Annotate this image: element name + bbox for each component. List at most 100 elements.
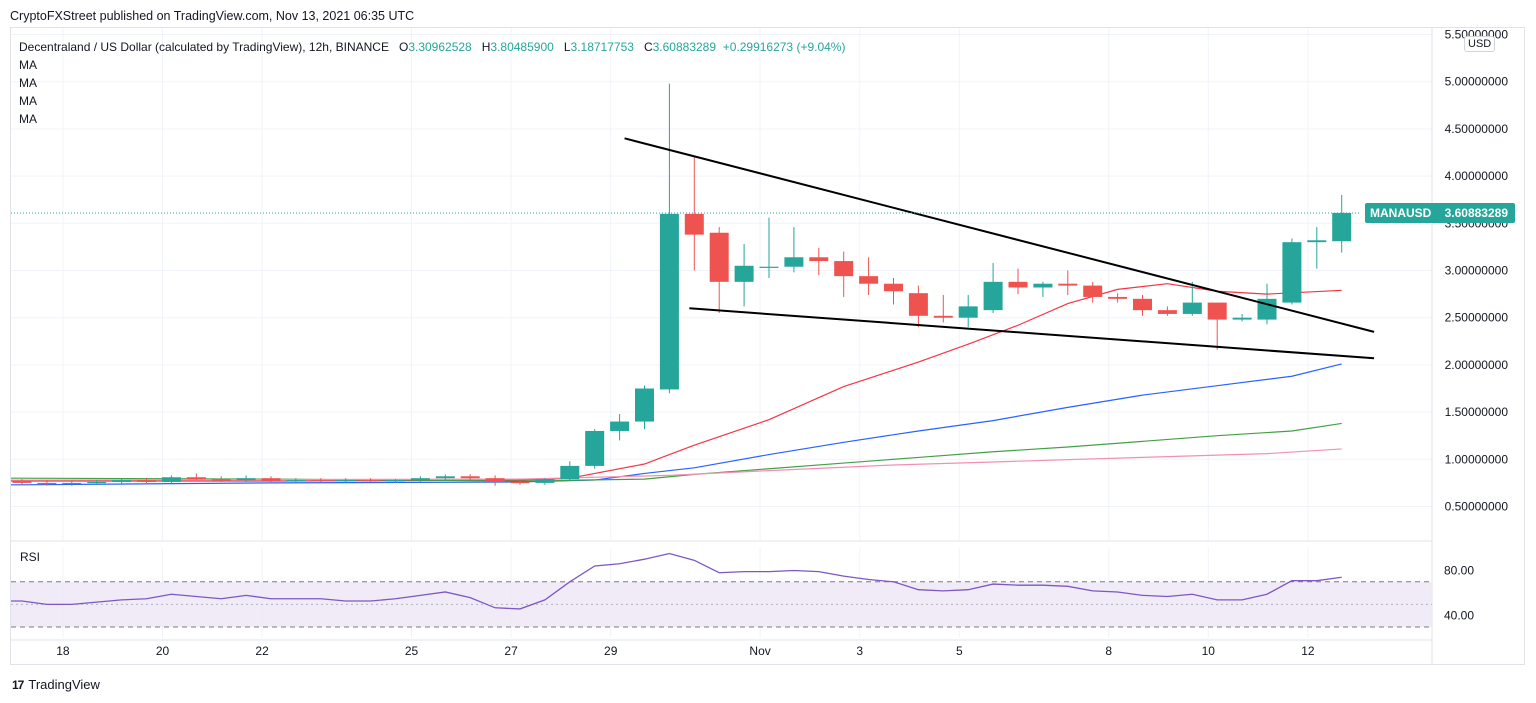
candle-bearish xyxy=(261,476,281,482)
time-tick-label: 5 xyxy=(956,644,963,658)
rsi-line xyxy=(11,552,1342,610)
change-value: +0.29916273 (+9.04%) xyxy=(722,40,846,54)
candle-body xyxy=(1133,298,1152,311)
close-label: C xyxy=(643,40,653,54)
time-tick-label: Nov xyxy=(749,644,770,658)
candle-body xyxy=(1058,283,1078,286)
last-price-value: 3.60883289 xyxy=(1445,206,1509,220)
ma-line-ma-slowest xyxy=(11,448,1342,481)
currency-badge[interactable]: USD xyxy=(1464,36,1496,52)
price-axis: 5.500000005.000000004.500000004.00000000… xyxy=(1445,28,1509,514)
candle-bearish xyxy=(1008,268,1028,295)
candle-body xyxy=(1108,296,1128,299)
time-tick-label: 25 xyxy=(405,644,419,658)
candle-bullish xyxy=(286,478,306,483)
last-price-marker: MANAUSD 3.60883289 xyxy=(11,203,1515,224)
price-tick-label: 4.50000000 xyxy=(1445,122,1509,136)
candle-bearish xyxy=(12,479,32,485)
candle-body xyxy=(1008,281,1028,288)
candle-bearish xyxy=(809,247,829,276)
open-label: O xyxy=(398,40,409,54)
candle-body xyxy=(137,480,156,482)
candle-bullish xyxy=(87,480,107,485)
candle-bullish xyxy=(535,478,555,485)
candle-bullish xyxy=(236,475,256,482)
time-axis: 18 20 22 25 27 29 Nov 3 5 8 10 12 xyxy=(56,644,1315,658)
candle-body xyxy=(1182,302,1202,314)
candle-bearish xyxy=(1207,302,1227,350)
candle-body xyxy=(1232,317,1252,320)
chart-frame xyxy=(10,27,1525,665)
candle-bearish xyxy=(834,251,854,297)
candle-body xyxy=(834,261,854,277)
candle-body xyxy=(1033,283,1053,288)
candle-bearish xyxy=(1083,281,1103,303)
open-value: 3.30962528 xyxy=(408,40,472,54)
candle-bearish xyxy=(137,478,156,483)
candle-bullish xyxy=(1182,281,1202,316)
time-tick-label: 22 xyxy=(255,644,269,658)
rsi-pane: RSI 80.00 40.00 xyxy=(11,550,1474,628)
candle-bullish xyxy=(1282,238,1302,305)
symbol-description[interactable]: Decentraland / US Dollar (calculated by … xyxy=(19,40,389,54)
candle-bearish xyxy=(460,474,480,481)
rsi-tick-label: 80.00 xyxy=(1444,564,1474,578)
time-tick-label: 29 xyxy=(604,644,618,658)
candle-body xyxy=(37,482,57,485)
candle-bullish xyxy=(112,478,132,484)
candle-bullish xyxy=(1232,313,1252,322)
candle-body xyxy=(211,479,231,481)
price-tick-label: 0.50000000 xyxy=(1445,500,1509,514)
chart-legend: Decentraland / US Dollar (calculated by … xyxy=(19,38,845,128)
candle-body xyxy=(784,257,804,267)
candle-body xyxy=(859,276,879,284)
candle-body xyxy=(112,480,132,482)
time-tick-label: 20 xyxy=(156,644,170,658)
candle-body xyxy=(933,315,953,318)
candle-bullish xyxy=(585,429,605,469)
ma-legend-4[interactable]: MA xyxy=(19,112,37,126)
time-tick-label: 27 xyxy=(504,644,518,658)
ma-legend-3[interactable]: MA xyxy=(19,94,37,108)
candle-body xyxy=(659,213,679,390)
rsi-tick-label: 40.00 xyxy=(1444,609,1474,623)
candle-bearish xyxy=(211,476,231,482)
tradingview-logo-icon: 17 xyxy=(12,677,24,692)
candle-bearish xyxy=(709,227,729,313)
price-tick-label: 1.00000000 xyxy=(1445,452,1509,466)
candle-body xyxy=(1282,242,1302,303)
candle-bearish xyxy=(908,285,928,328)
candle-bearish xyxy=(510,479,530,485)
candle-body xyxy=(62,482,82,485)
candle-bearish xyxy=(361,478,381,482)
candle-bullish xyxy=(1332,194,1352,253)
candle-bearish xyxy=(1108,293,1128,303)
candle-bullish xyxy=(784,227,804,273)
candle-body xyxy=(734,265,754,282)
candle-body xyxy=(460,476,480,479)
time-tick-label: 8 xyxy=(1105,644,1112,658)
candle-bearish xyxy=(1133,295,1152,316)
candle-bullish xyxy=(336,478,356,483)
candle-bearish xyxy=(311,478,331,482)
candle-body xyxy=(908,293,928,316)
time-tick-label: 12 xyxy=(1301,644,1315,658)
candle-body xyxy=(361,480,381,482)
candle-bearish xyxy=(933,295,953,323)
candle-body xyxy=(1207,302,1227,320)
candle-bullish xyxy=(161,475,181,483)
candle-body xyxy=(236,478,256,481)
candle-bearish xyxy=(884,278,903,305)
candles xyxy=(12,83,1352,486)
tradingview-footer[interactable]: 17 TradingView xyxy=(12,677,100,692)
price-tick-label: 2.50000000 xyxy=(1445,311,1509,325)
candle-body xyxy=(684,213,704,235)
price-tick-label: 5.00000000 xyxy=(1445,75,1509,89)
rsi-label: RSI xyxy=(20,550,40,564)
candle-body xyxy=(12,481,32,483)
candle-bullish xyxy=(386,479,405,483)
ma-legend-2[interactable]: MA xyxy=(19,76,37,90)
candle-body xyxy=(336,480,356,482)
ma-legend-1[interactable]: MA xyxy=(19,58,37,72)
